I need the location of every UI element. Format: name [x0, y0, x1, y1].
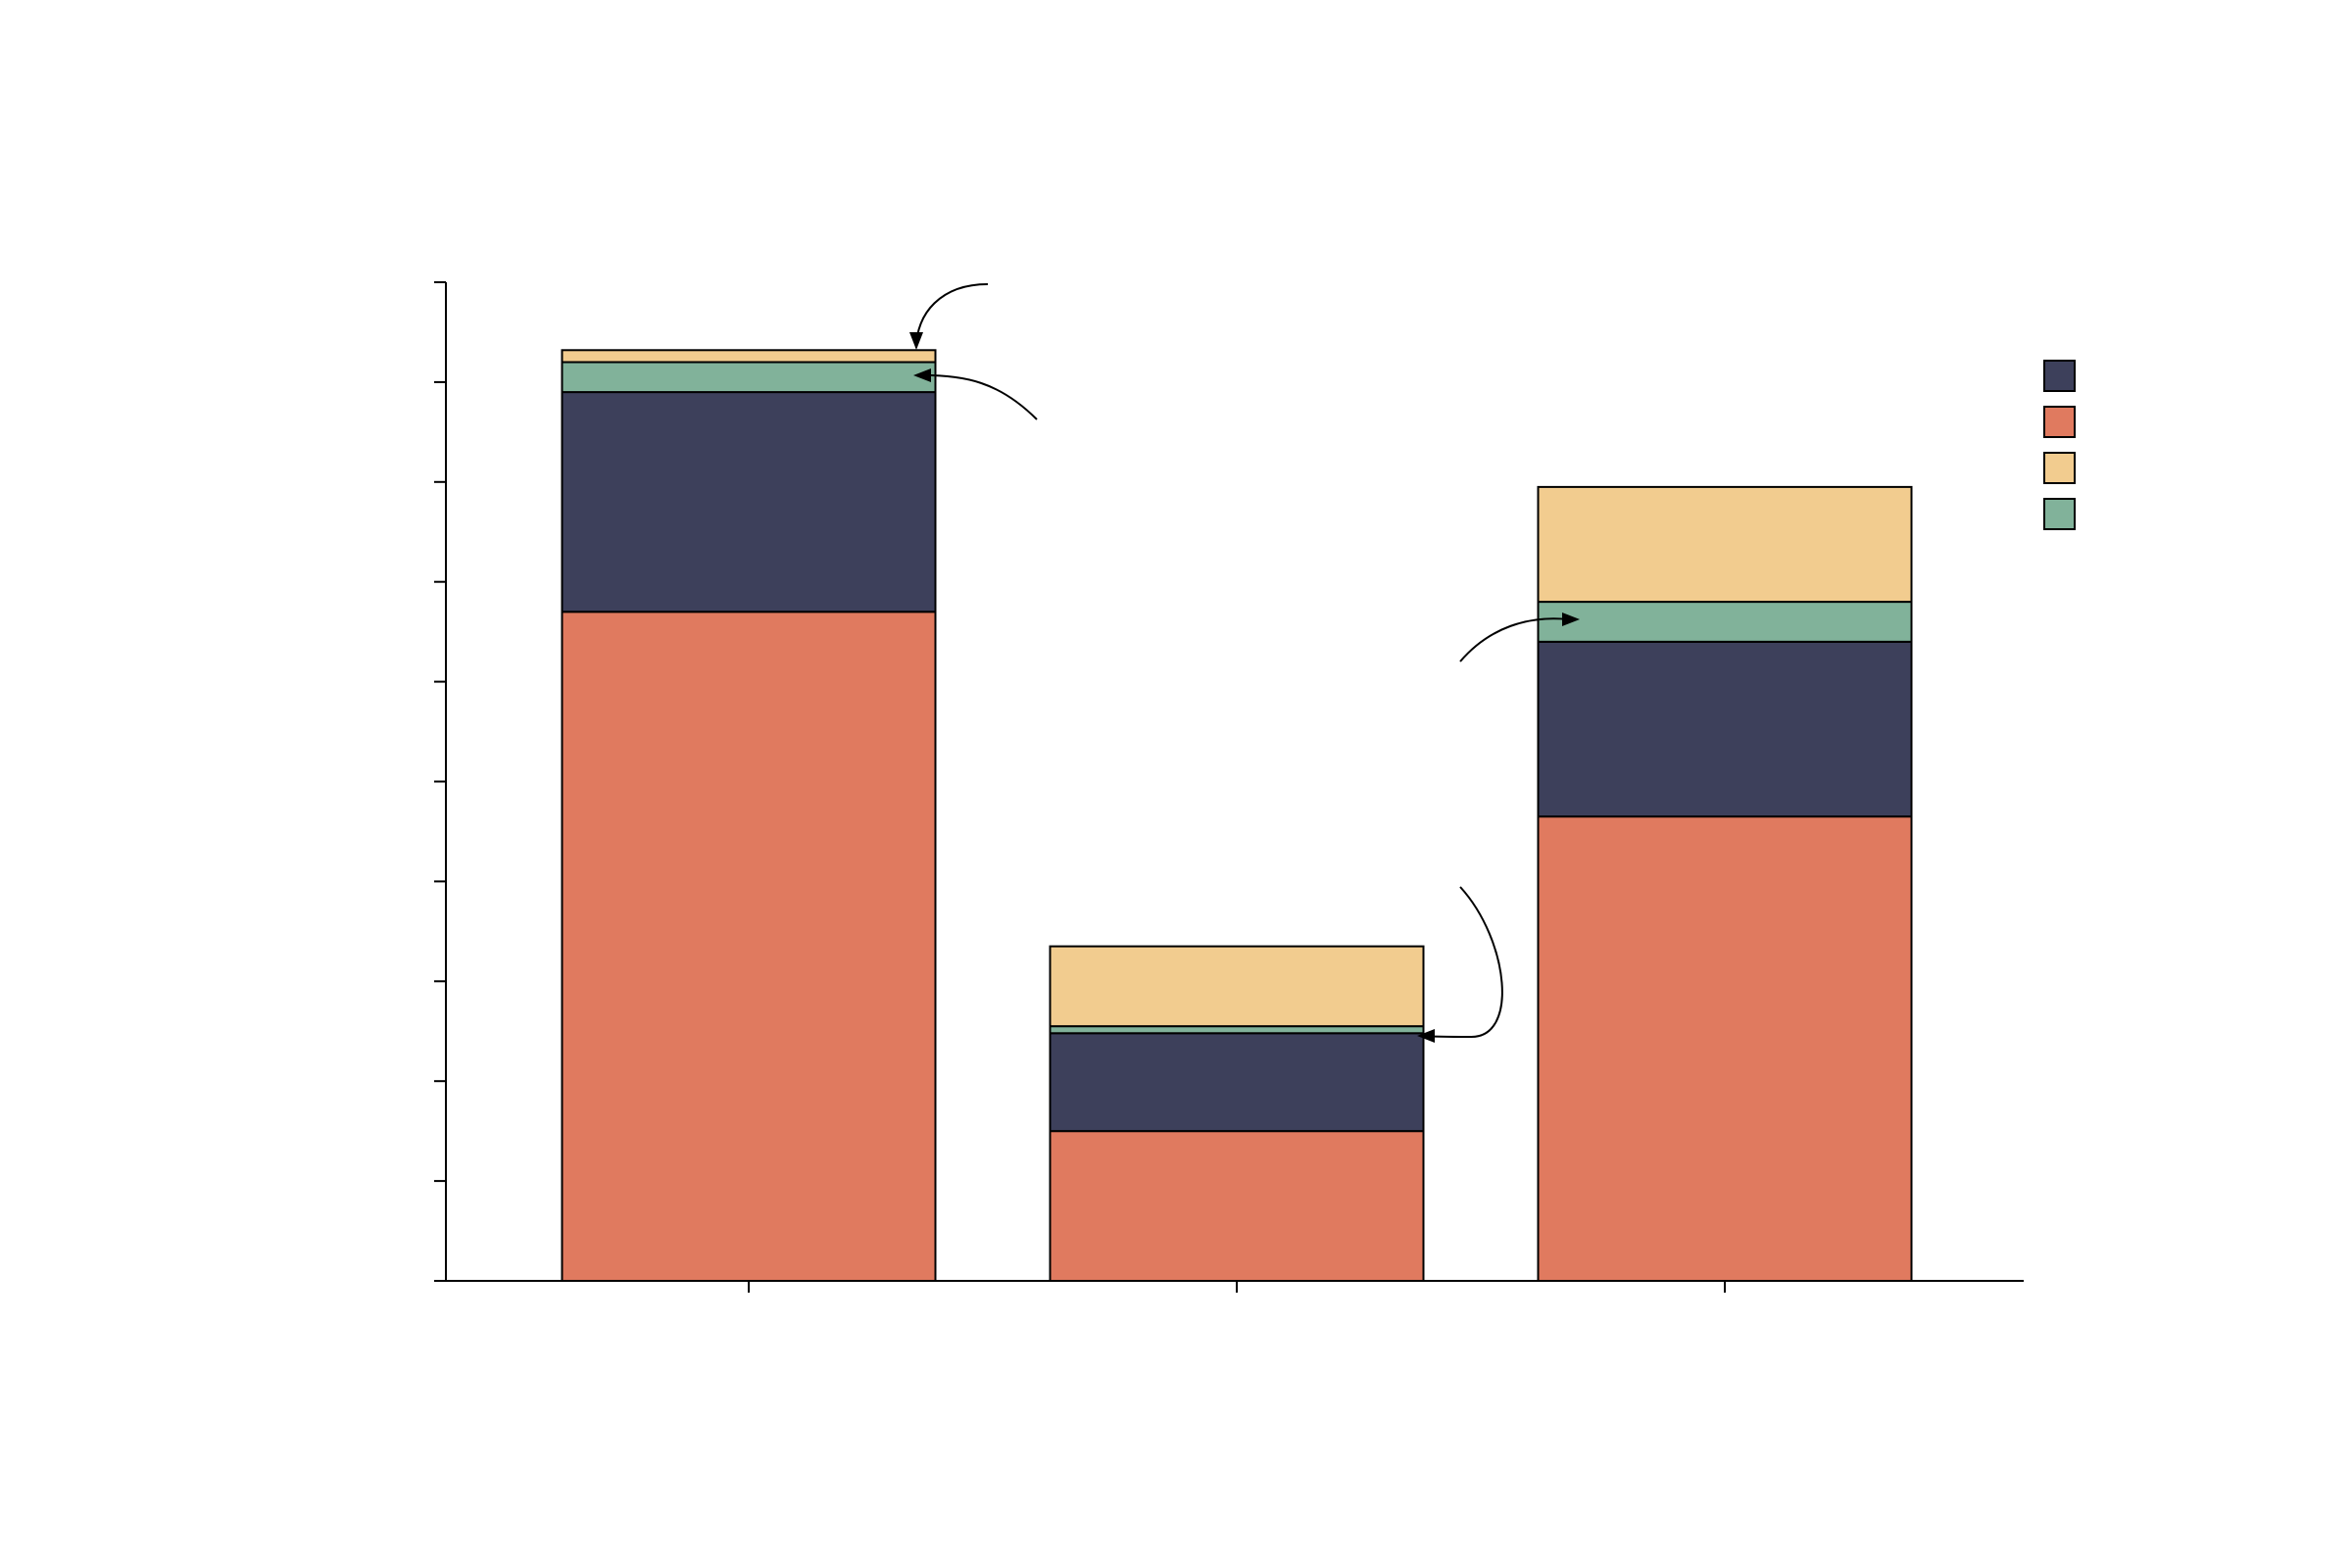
- bar-2-s_red: [1049, 1130, 1425, 1283]
- legend: [2043, 360, 2076, 530]
- bar-1-s_green: [561, 361, 937, 394]
- annotations-group: [909, 283, 1580, 1043]
- bar-1-s_sand: [561, 349, 937, 364]
- bar-3-s_sand: [1537, 485, 1913, 604]
- bar-3-s_green: [1537, 601, 1913, 643]
- annotation-arrow-4: [1459, 617, 1569, 662]
- annotation-arrow-1: [915, 283, 989, 349]
- bar-2-s_navy: [1049, 1032, 1425, 1133]
- annotation-arrow-3: [1420, 886, 1503, 1039]
- bar-3-s_red: [1537, 815, 1913, 1282]
- bar-2-s_sand: [1049, 945, 1425, 1028]
- bar-1-s_red: [561, 611, 937, 1282]
- annotation-arrow-2-head: [913, 368, 931, 382]
- annotation-arrow-4-head: [1562, 612, 1580, 626]
- annotation-arrow-2: [915, 373, 1038, 420]
- bar-2-s_green: [1049, 1025, 1425, 1035]
- axes-group: [434, 281, 2024, 1293]
- bar-3-s_navy: [1537, 640, 1913, 818]
- legend-swatch-s_navy: [2043, 360, 2076, 392]
- legend-swatch-s_sand: [2043, 452, 2076, 484]
- annotation-arrow-3-head: [1417, 1029, 1435, 1043]
- legend-swatch-s_green: [2043, 498, 2076, 530]
- legend-swatch-s_red: [2043, 406, 2076, 438]
- annotation-arrow-1-head: [909, 332, 923, 350]
- bar-1-s_navy: [561, 391, 937, 613]
- bars-group: [561, 349, 1913, 1283]
